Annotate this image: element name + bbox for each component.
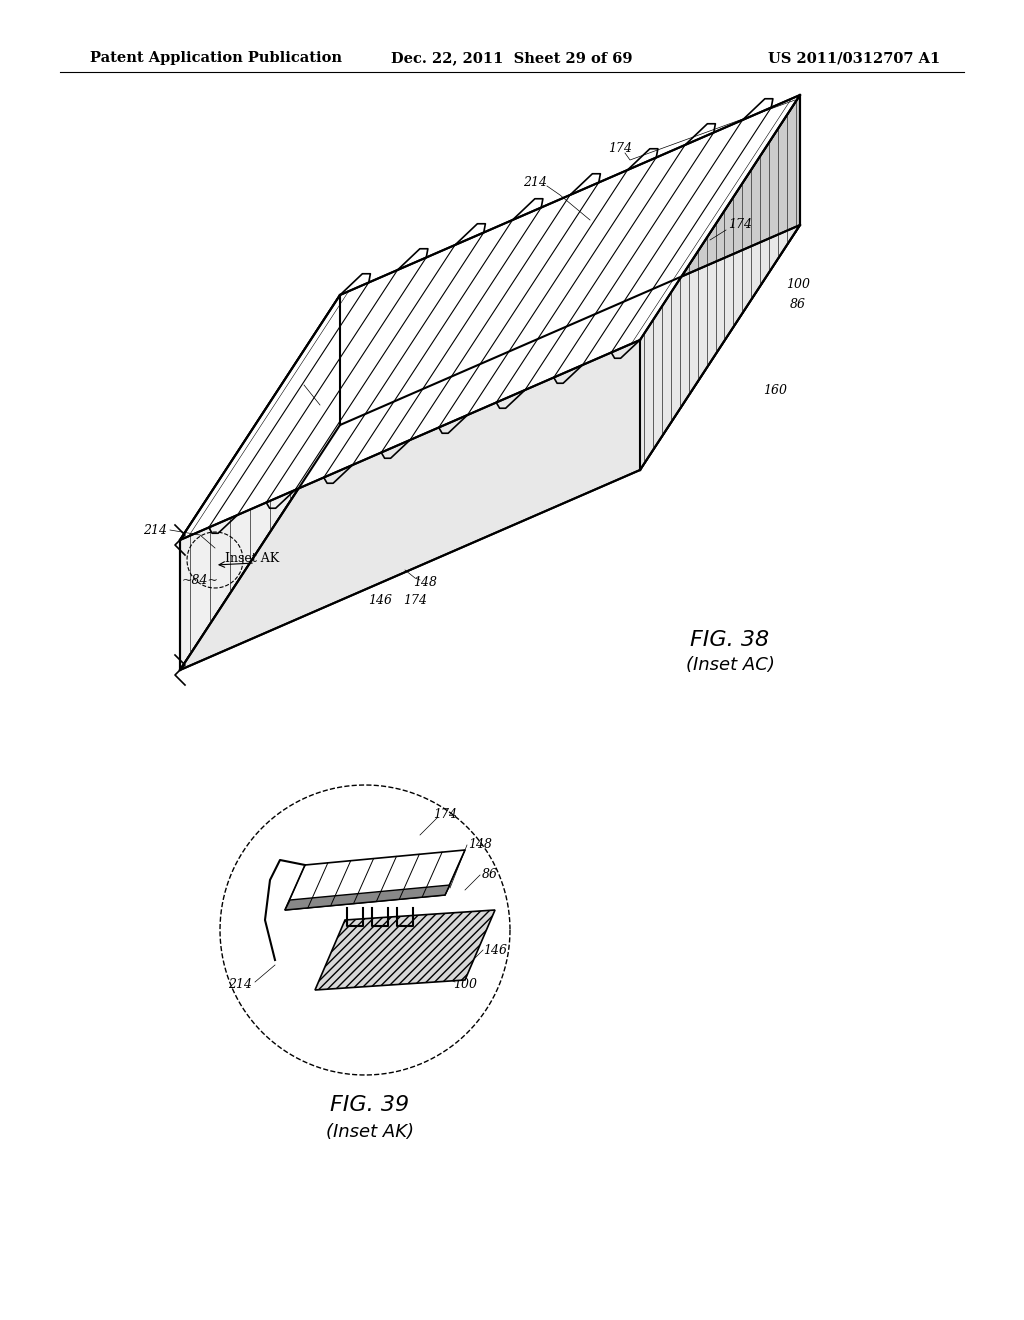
Text: (Inset AK): (Inset AK) xyxy=(326,1123,414,1140)
Text: 214: 214 xyxy=(523,176,547,189)
Text: 146: 146 xyxy=(483,944,507,957)
Text: 100: 100 xyxy=(786,279,810,292)
Text: 160: 160 xyxy=(763,384,787,396)
Polygon shape xyxy=(315,909,495,990)
Text: US 2011/0312707 A1: US 2011/0312707 A1 xyxy=(768,51,940,65)
Text: Inset AK: Inset AK xyxy=(225,552,280,565)
Polygon shape xyxy=(285,884,450,909)
Text: Patent Application Publication: Patent Application Publication xyxy=(90,51,342,65)
Text: FIG. 39: FIG. 39 xyxy=(331,1096,410,1115)
Text: 148: 148 xyxy=(413,577,437,590)
Polygon shape xyxy=(285,850,465,909)
Text: 86: 86 xyxy=(790,298,806,312)
Text: 100: 100 xyxy=(453,978,477,991)
Text: ~84~: ~84~ xyxy=(181,573,218,586)
Text: FIG. 38: FIG. 38 xyxy=(690,630,770,649)
Polygon shape xyxy=(180,294,340,671)
Text: (Inset AC): (Inset AC) xyxy=(685,656,774,675)
Text: 148: 148 xyxy=(468,838,492,851)
Text: 214: 214 xyxy=(228,978,252,991)
Polygon shape xyxy=(180,95,800,540)
Text: 174: 174 xyxy=(403,594,427,606)
Text: 174: 174 xyxy=(433,808,457,821)
Text: 146: 146 xyxy=(368,594,392,606)
Text: 174: 174 xyxy=(608,141,632,154)
Text: 174: 174 xyxy=(728,219,752,231)
Text: 214: 214 xyxy=(143,524,167,536)
Polygon shape xyxy=(640,95,800,470)
Text: 214: 214 xyxy=(288,374,312,387)
Text: 86: 86 xyxy=(482,869,498,882)
Polygon shape xyxy=(180,224,800,671)
Text: Dec. 22, 2011  Sheet 29 of 69: Dec. 22, 2011 Sheet 29 of 69 xyxy=(391,51,633,65)
